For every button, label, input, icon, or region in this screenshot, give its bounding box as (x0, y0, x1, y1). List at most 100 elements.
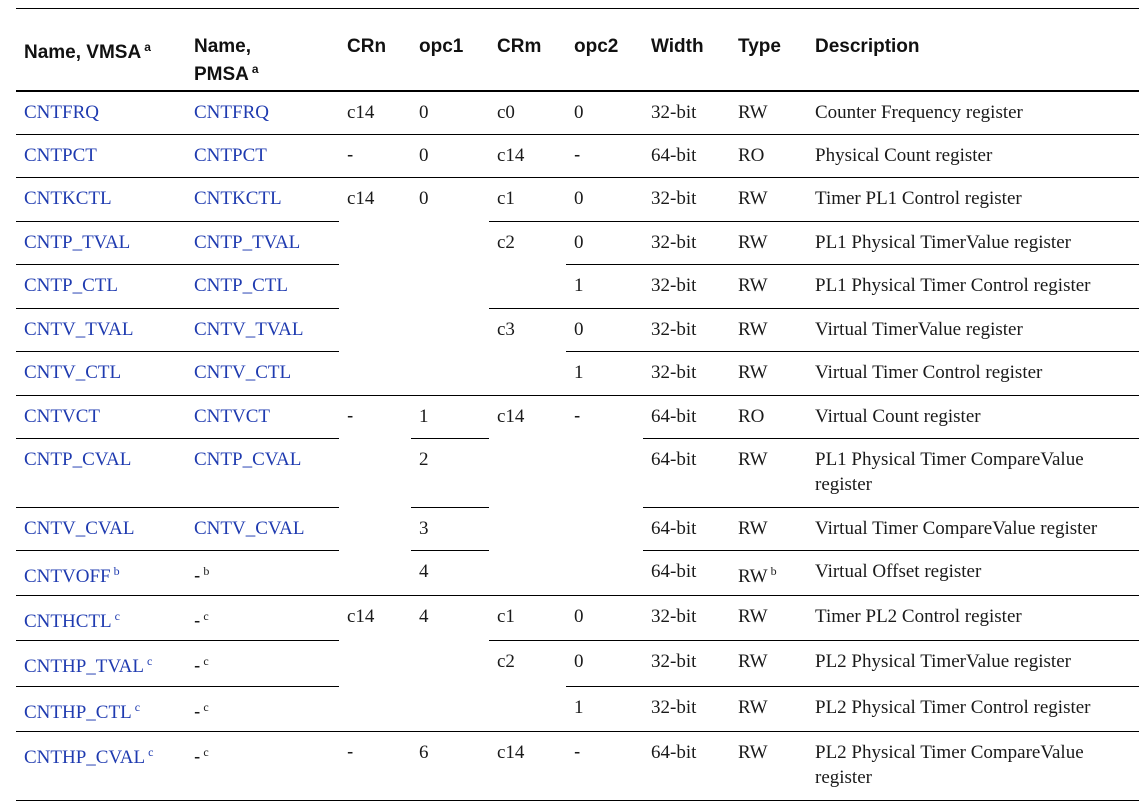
opc1-cell: 4 (411, 595, 489, 732)
footnote-marker: b (203, 564, 210, 578)
footnote-marker: b (113, 564, 120, 578)
type-cell: RW (730, 221, 807, 265)
opc2-cell: 1 (566, 264, 643, 309)
footnote-marker: b (770, 564, 777, 578)
type-cell: RW (730, 640, 807, 687)
footnote-marker: c (203, 745, 209, 759)
opc2-cell: 0 (566, 90, 643, 135)
name-vmsa-link[interactable]: CNTV_CVAL (16, 507, 186, 551)
table-header-row: Name, VMSA a Name, PMSA a CRn opc1 CRm opc2… (16, 8, 1139, 91)
footnote-marker: c (114, 609, 120, 623)
width-cell: 32-bit (643, 595, 730, 641)
width-cell: 32-bit (643, 177, 730, 222)
table-row: CNTHP_TVAL c -c c2 0 32-bit RW PL2 Physic… (16, 640, 1139, 732)
name-pmsa-link[interactable]: CNTVCT (186, 395, 339, 439)
type-cell: RW (730, 595, 807, 641)
table-row: CNTHP_CTL c -c 1 32-bit RW PL2 Physical T… (16, 686, 1139, 732)
description-cell: PL2 Physical TimerValue register (807, 640, 1139, 687)
description-cell: Physical Count register (807, 134, 1139, 178)
name-vmsa-link[interactable]: CNTP_CVAL (16, 438, 186, 508)
description-cell: Counter Frequency register (807, 90, 1139, 135)
opc2-cell: 0 (566, 221, 643, 265)
table-row: CNTVOFF b -b 4 64-bit RW b Virtual Offset … (16, 550, 1139, 596)
name-vmsa-link[interactable]: CNTHP_CVAL c (24, 745, 154, 768)
name-pmsa-link[interactable]: CNTKCTL (186, 177, 339, 222)
footnote-marker: a (144, 40, 151, 54)
opc2-cell: 0 (566, 595, 643, 641)
name-pmsa-cell: -c (186, 686, 339, 732)
table-row: CNTPCT CNTPCT - 0 c14 - 64-bit RO Physic… (16, 134, 1139, 178)
crm-cell: c14 (497, 742, 525, 763)
table-row: CNTV_CVAL CNTV_CVAL 3 64-bit RW Virtual … (16, 507, 1139, 551)
opc2-cell: 0 (566, 177, 643, 222)
name-vmsa-link[interactable]: CNTHCTL c (16, 595, 186, 641)
header-name-vmsa: Name, VMSA a (24, 40, 151, 63)
name-pmsa-link[interactable]: CNTV_CTL (186, 351, 339, 396)
name-vmsa-link[interactable]: CNTHP_TVAL c (16, 640, 186, 687)
table-row: CNTV_CTL CNTV_CTL 1 32-bit RW Virtual Ti… (16, 351, 1139, 396)
header-crm: CRm (497, 36, 542, 57)
table-row: CNTVCT CNTVCT - 1 c14 - 64-bit RO Virtua… (16, 395, 1139, 596)
name-vmsa-link[interactable]: CNTVOFF b (16, 550, 186, 596)
type-cell: RW (738, 742, 768, 763)
footnote-marker: c (203, 654, 209, 668)
type-cell: RW (730, 90, 807, 135)
name-pmsa-link[interactable]: CNTV_TVAL (186, 308, 339, 352)
name-vmsa-link[interactable]: CNTPCT (16, 134, 186, 178)
table-row: CNTFRQ CNTFRQ c14 0 c0 0 32-bit RW Count… (16, 90, 1139, 135)
opc1-cell: 6 (419, 742, 429, 763)
opc1-cell: 4 (411, 550, 489, 596)
type-cell: RW (730, 507, 807, 551)
footnote-marker: c (148, 745, 154, 759)
width-cell: 64-bit (643, 507, 730, 551)
name-pmsa-cell: -c (194, 745, 209, 768)
name-pmsa-link[interactable]: CNTV_CVAL (186, 507, 339, 551)
width-cell: 32-bit (643, 264, 730, 309)
table-row: CNTHP_CVAL c -c - 6 c14 - 64-bit RW PL2 P… (16, 732, 1139, 801)
name-pmsa-link[interactable]: CNTFRQ (186, 90, 339, 135)
width-cell: 32-bit (643, 221, 730, 265)
footnote-marker: c (134, 700, 141, 714)
width-cell: 32-bit (643, 90, 730, 135)
width-cell: 64-bit (643, 438, 730, 508)
name-pmsa-cell: -c (186, 640, 339, 687)
crm-cell: c0 (489, 90, 566, 135)
table-row: CNTKCTL CNTKCTL c14 0 c1 0 32-bit RW Tim… (16, 177, 1139, 396)
crn-cell: c14 (339, 595, 411, 732)
header-crn: CRn (347, 36, 387, 57)
opc2-cell: - (566, 395, 643, 596)
name-pmsa-link[interactable]: CNTP_TVAL (186, 221, 339, 265)
header-opc2: opc2 (574, 36, 619, 57)
name-vmsa-link[interactable]: CNTKCTL (16, 177, 186, 222)
description-cell: PL1 Physical Timer Control register (807, 264, 1139, 309)
type-cell: RW (730, 351, 807, 396)
type-cell: RW (730, 264, 807, 309)
description-cell: PL2 Physical Timer CompareValue register (815, 742, 1084, 788)
table-row: CNTP_CTL CNTP_CTL 1 32-bit RW PL1 Physic… (16, 264, 1139, 309)
name-vmsa-link[interactable]: CNTP_TVAL (16, 221, 186, 265)
footnote-marker: a (251, 62, 259, 76)
name-pmsa-cell: -c (186, 595, 339, 641)
type-cell: RW (730, 438, 807, 508)
name-vmsa-link[interactable]: CNTVCT (16, 395, 186, 439)
width-cell: 32-bit (643, 308, 730, 352)
description-cell: Virtual Offset register (807, 550, 1139, 596)
table-row: CNTHCTL c -c c14 4 c1 0 32-bit RW Timer P… (16, 595, 1139, 732)
description-cell: PL1 Physical Timer CompareValue register (807, 438, 1139, 508)
name-vmsa-link[interactable]: CNTP_CTL (16, 264, 186, 309)
name-pmsa-link[interactable]: CNTPCT (186, 134, 339, 178)
name-pmsa-link[interactable]: CNTP_CTL (186, 264, 339, 309)
name-vmsa-link[interactable]: CNTV_TVAL (16, 308, 186, 352)
header-description: Description (815, 36, 920, 57)
crm-cell: c2 (489, 221, 566, 309)
crm-cell: c14 (489, 134, 566, 178)
name-pmsa-cell: -b (186, 550, 339, 596)
width-cell: 64-bit (643, 550, 730, 596)
name-vmsa-link[interactable]: CNTFRQ (16, 90, 186, 135)
name-pmsa-link[interactable]: CNTP_CVAL (186, 438, 339, 508)
width-cell: 64-bit (643, 395, 730, 439)
opc2-cell: 0 (566, 308, 643, 352)
name-vmsa-link[interactable]: CNTV_CTL (16, 351, 186, 396)
name-vmsa-link[interactable]: CNTHP_CTL c (16, 686, 186, 732)
crm-cell: c1 (489, 595, 566, 641)
